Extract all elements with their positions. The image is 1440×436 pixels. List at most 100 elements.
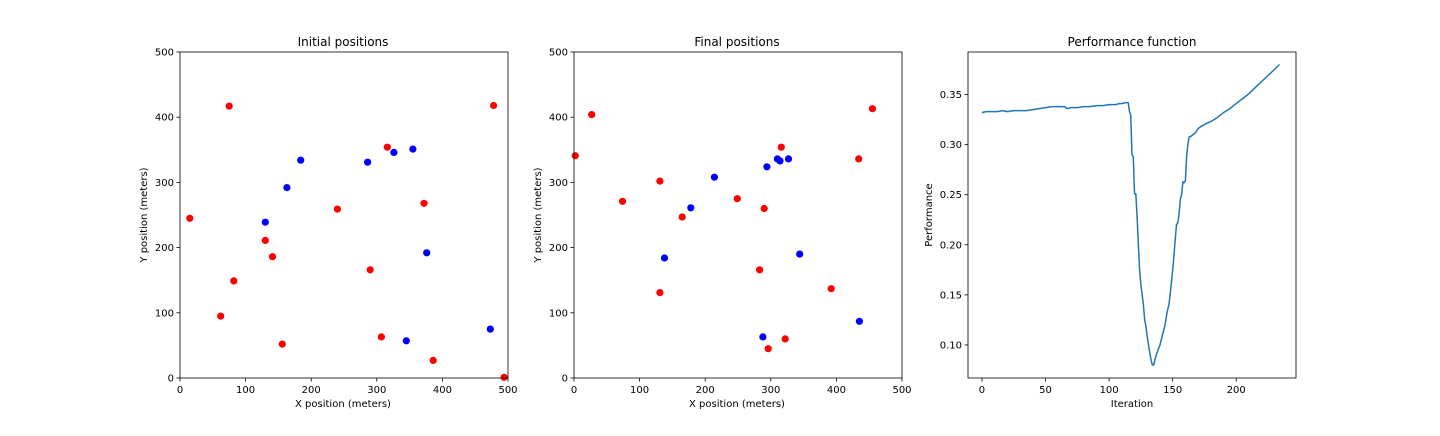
data-point [268, 253, 277, 261]
data-point [781, 335, 789, 343]
y-tick-label: 200 [155, 243, 174, 254]
y-axis-label: Y position (meters) [533, 167, 544, 263]
data-point [764, 345, 772, 353]
y-tick-label: 0.20 [940, 240, 962, 251]
data-point [759, 333, 767, 341]
plot-frame [967, 51, 1297, 379]
x-tick-label: 200 [302, 385, 321, 396]
y-axis-label: Y position (meters) [139, 167, 150, 263]
x-tick-label: 100 [1100, 385, 1119, 396]
data-point [500, 373, 508, 381]
x-tick-label: 0 [177, 385, 183, 396]
x-tick-label: 300 [761, 385, 780, 396]
data-point [217, 312, 225, 320]
y-tick-label: 400 [155, 113, 174, 124]
data-point [796, 250, 804, 258]
data-point [333, 205, 341, 213]
plot-frame [573, 51, 903, 379]
data-point [366, 266, 374, 274]
y-tick-label: 0.25 [940, 190, 962, 201]
data-point [230, 277, 238, 285]
data-point [490, 101, 498, 110]
data-point [868, 105, 877, 113]
data-point [777, 143, 785, 151]
y-tick-label: 100 [155, 308, 174, 319]
x-axis-label: X position (meters) [689, 399, 785, 410]
x-tick-label: 200 [1227, 385, 1246, 396]
x-tick-label: 150 [1163, 385, 1182, 396]
chart-title: Final positions [694, 35, 779, 49]
x-tick-label: 100 [630, 385, 649, 396]
data-point [278, 340, 286, 348]
x-tick-label: 0 [571, 385, 577, 396]
data-point [420, 199, 428, 207]
y-tick-label: 0.35 [940, 90, 962, 101]
data-point [429, 356, 437, 364]
data-point [678, 213, 686, 221]
data-point [763, 163, 771, 171]
data-point [855, 155, 863, 163]
chart-title: Performance function [1068, 35, 1197, 49]
data-point [855, 317, 864, 325]
data-point [760, 204, 768, 213]
y-tick-label: 200 [549, 243, 568, 254]
x-axis-label: Iteration [1111, 399, 1153, 410]
x-tick-label: 100 [236, 385, 255, 396]
data-point [660, 254, 669, 262]
y-tick-label: 500 [549, 48, 568, 59]
y-tick-label: 400 [549, 113, 568, 124]
initial-positions-panel: Initial positions X position (meters) Y … [139, 35, 518, 410]
data-point [571, 152, 579, 160]
y-axis-label: Performance [924, 183, 935, 246]
final-positions-panel: Final positions X position (meters) Y po… [533, 35, 912, 410]
y-tick-label: 0.30 [940, 140, 962, 151]
y-tick-label: 0.10 [940, 340, 962, 351]
data-point [784, 155, 793, 163]
x-tick-label: 500 [892, 385, 911, 396]
data-point [377, 333, 385, 341]
data-point [409, 145, 417, 153]
y-tick-label: 0 [562, 374, 568, 385]
data-point [390, 148, 398, 156]
data-point [186, 214, 194, 222]
data-point [618, 197, 627, 205]
data-point [710, 173, 719, 181]
data-point [776, 157, 784, 165]
data-point [283, 184, 291, 192]
x-tick-label: 500 [498, 385, 517, 396]
y-tick-label: 100 [549, 308, 568, 319]
x-tick-label: 200 [696, 385, 715, 396]
data-point [423, 249, 431, 257]
y-tick-label: 300 [155, 178, 174, 189]
data-point [261, 236, 269, 244]
plot-frame [179, 51, 509, 379]
series-line [981, 63, 1281, 366]
x-tick-label: 0 [979, 385, 985, 396]
performance-function-panel: Performance function Iteration Performan… [924, 35, 1297, 410]
data-point [733, 195, 741, 203]
data-point [225, 102, 233, 110]
y-tick-label: 300 [549, 178, 568, 189]
data-point [261, 218, 269, 226]
data-point [656, 289, 664, 297]
y-tick-label: 0 [168, 374, 174, 385]
x-tick-label: 400 [827, 385, 846, 396]
data-point [364, 158, 372, 166]
data-point [383, 143, 391, 151]
x-tick-label: 50 [1039, 385, 1052, 396]
y-tick-label: 500 [155, 48, 174, 59]
data-point [297, 156, 305, 164]
x-tick-label: 300 [367, 385, 386, 396]
data-point [486, 325, 494, 333]
data-point [687, 204, 695, 212]
chart-title: Initial positions [298, 35, 389, 49]
data-point [588, 111, 596, 119]
data-point [402, 337, 410, 345]
x-tick-label: 400 [433, 385, 452, 396]
x-axis-label: X position (meters) [295, 399, 391, 410]
data-point [756, 266, 764, 274]
y-tick-label: 0.15 [940, 290, 962, 301]
data-point [827, 285, 835, 293]
data-point [656, 177, 664, 185]
